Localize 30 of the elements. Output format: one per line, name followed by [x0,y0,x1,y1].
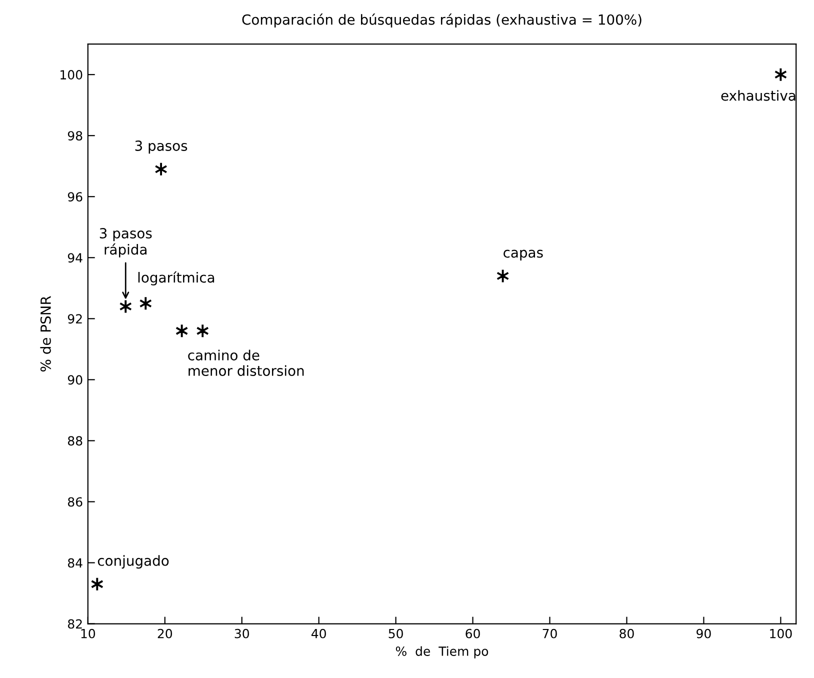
x-tick-label: 80 [620,628,634,638]
y-tick-label: 92 [68,314,82,324]
y-tick-label: 84 [68,558,82,568]
x-tick-label: 10 [81,628,96,638]
y-tick-label: 100 [60,70,82,80]
x-tick-label: 90 [696,628,711,638]
x-tick-label: 40 [312,628,326,638]
x-tick-label: 30 [234,628,249,638]
annotation: exhaustiva [721,90,796,101]
y-tick-label: 96 [68,192,82,202]
y-axis-title: % de PSNR [40,296,51,372]
annotation: 3 pasos rápida [100,228,152,258]
annotation: conjugado [98,555,169,569]
annotation: 3 pasos [135,140,188,154]
x-tick-label: 100 [770,628,792,638]
y-tick-label: 94 [68,253,82,263]
y-tick-label: 90 [68,375,82,385]
y-tick-label: 86 [68,497,82,507]
annotation: capas [504,250,543,260]
chart-title: Comparación de búsquedas rápidas (exhaustiva = 100%) [242,14,642,28]
x-tick-label: 60 [466,628,480,638]
x-tick-label: 20 [158,628,172,638]
y-tick-label: 98 [68,131,82,141]
y-tick-label: 82 [68,619,82,629]
x-axis-title: % de Tiem po [396,646,488,658]
annotation: logarítmica [138,271,214,286]
x-tick-label: 50 [388,628,403,638]
y-tick-label: 88 [68,436,82,446]
annotation: camino de menor distorsion [188,350,304,376]
x-tick-label: 70 [542,628,557,638]
